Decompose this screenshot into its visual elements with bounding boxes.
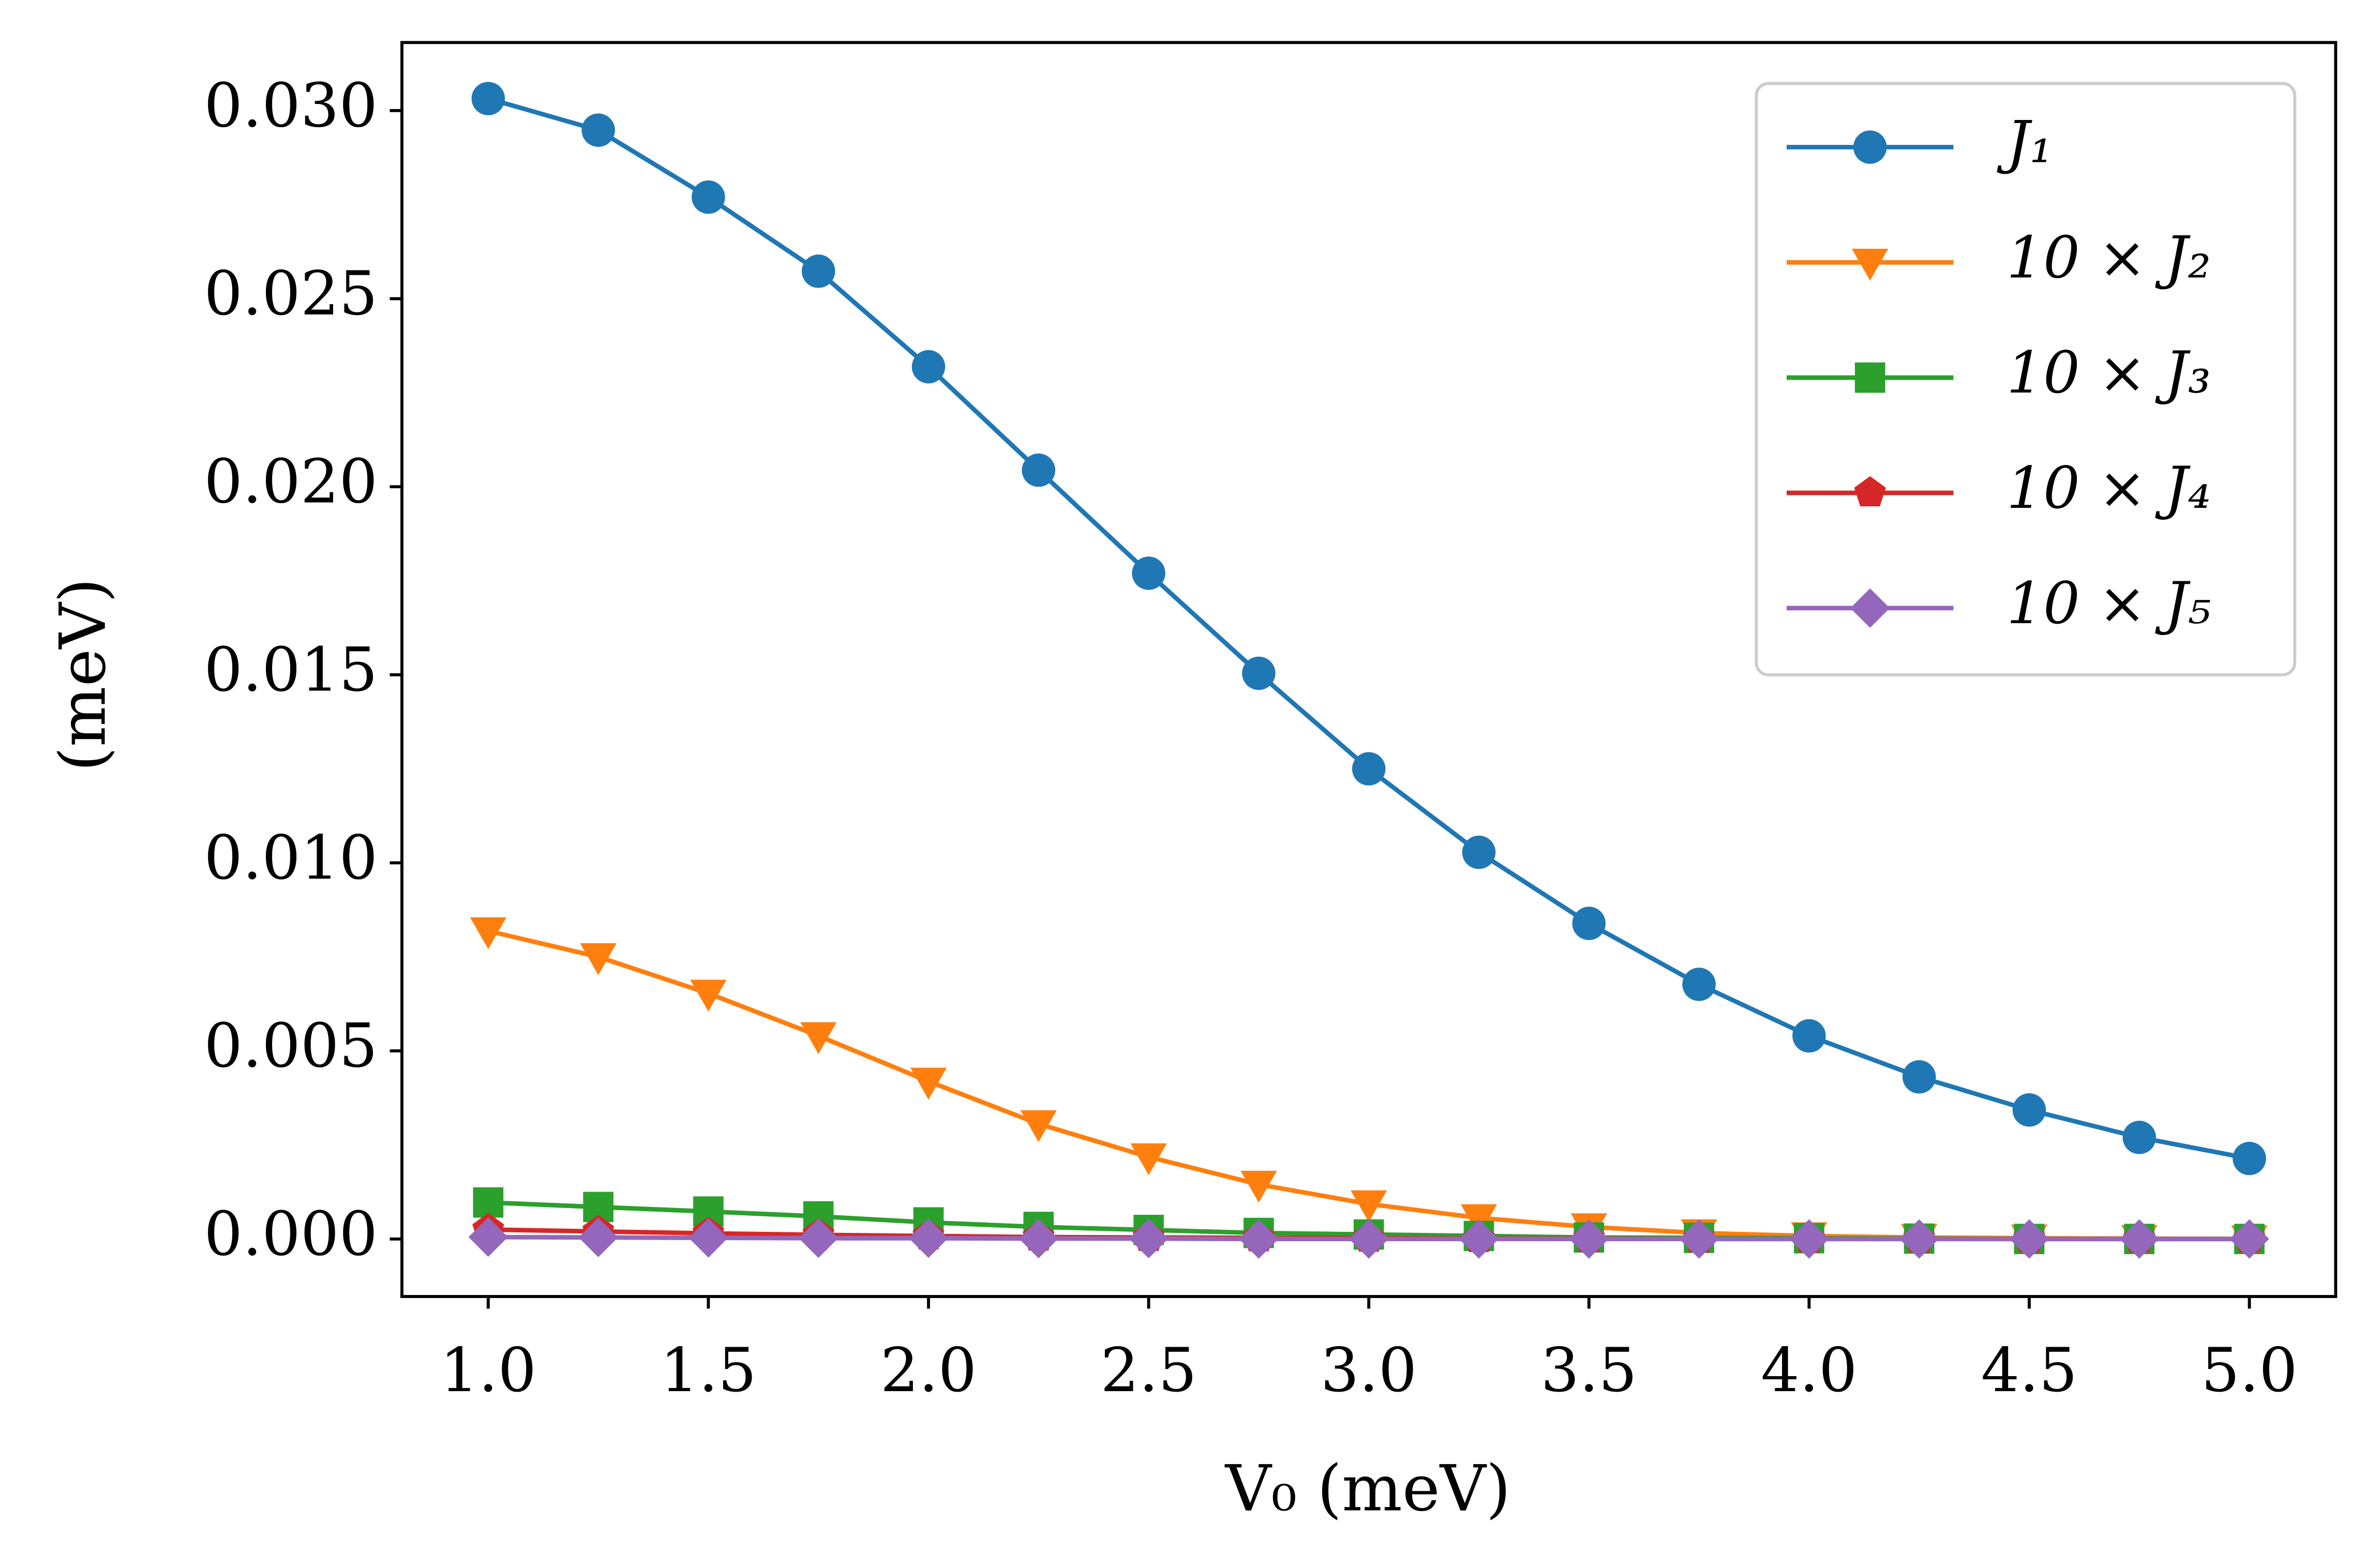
marker [690,979,727,1012]
marker [1020,1110,1057,1142]
x-tick-label: 4.0 [1761,1335,1857,1406]
marker [799,1218,838,1258]
marker [1130,1143,1167,1175]
marker [1242,656,1276,690]
y-axis-label: (meV) [46,578,120,772]
marker [1239,1219,1279,1259]
marker [583,1192,613,1223]
marker [1349,1219,1389,1259]
marker [468,1217,508,1257]
marker [1132,556,1165,590]
marker [693,1196,724,1227]
marker [801,254,835,288]
marker [910,1067,947,1100]
legend-label: 10 × J₄ [2006,455,2211,522]
x-tick-label: 3.5 [1541,1335,1638,1406]
marker [470,917,507,949]
y-tick-label: 0.020 [204,446,378,517]
legend: J₁ 10 × J₂ 10 × J₃ 10 × J₄ 10 × J₅ [1755,82,2297,676]
y-tick-label: 0.010 [204,822,378,893]
marker [1459,1219,1499,1259]
marker [1854,476,1886,507]
marker [578,1217,618,1257]
x-tick-label: 2.5 [1100,1335,1197,1406]
marker [580,943,617,975]
marker [1852,248,1889,281]
marker [800,1022,837,1054]
series [470,917,2268,1257]
legend-label: 10 × J₃ [2006,340,2211,406]
x-tick-label: 3.0 [1321,1335,1417,1406]
marker [692,180,725,214]
marker [2012,1093,2046,1127]
marker [471,82,505,115]
y-tick-label: 0.030 [204,70,378,141]
marker [1240,1170,1277,1203]
marker [2233,1141,2266,1175]
series [471,82,2266,1175]
marker [1019,1218,1058,1259]
marker [2122,1121,2156,1154]
marker [1569,1219,1609,1259]
marker [2119,1219,2159,1259]
marker [1352,752,1386,786]
y-tick-label: 0.025 [204,258,378,329]
x-tick-label: 1.5 [660,1335,757,1406]
legend-box [1755,82,2297,676]
x-axis-label: V₀ (meV) [1224,1452,1511,1526]
legend-label: 10 × J₅ [2006,570,2211,637]
x-tick-label: 5.0 [2201,1335,2298,1406]
x-tick-label: 2.0 [880,1335,977,1406]
marker [1792,1019,1826,1053]
y-tick-label: 0.005 [204,1011,378,1081]
marker [1789,1219,1829,1259]
marker [1022,453,1056,487]
legend-label: J₁ [1997,110,2053,176]
series [468,1217,2269,1259]
legend-label: 10 × J₂ [2006,224,2211,291]
marker [1899,1219,1939,1259]
marker [581,113,615,147]
y-tick-label: 0.015 [204,634,378,705]
marker [911,350,946,384]
marker [1572,907,1606,940]
marker [1129,1218,1169,1259]
marker [1679,1219,1719,1259]
marker [2009,1219,2049,1259]
marker [688,1218,728,1258]
marker [1462,835,1496,869]
marker [1850,588,1890,628]
marker [1350,1190,1387,1223]
x-tick-label: 1.0 [440,1335,537,1406]
marker [1902,1060,1936,1094]
y-tick-label: 0.000 [204,1198,378,1269]
marker [908,1218,949,1258]
marker [473,1187,504,1218]
marker [1854,362,1885,393]
marker [1682,968,1716,1001]
x-tick-label: 4.5 [1981,1335,2077,1406]
marker [1853,130,1887,164]
